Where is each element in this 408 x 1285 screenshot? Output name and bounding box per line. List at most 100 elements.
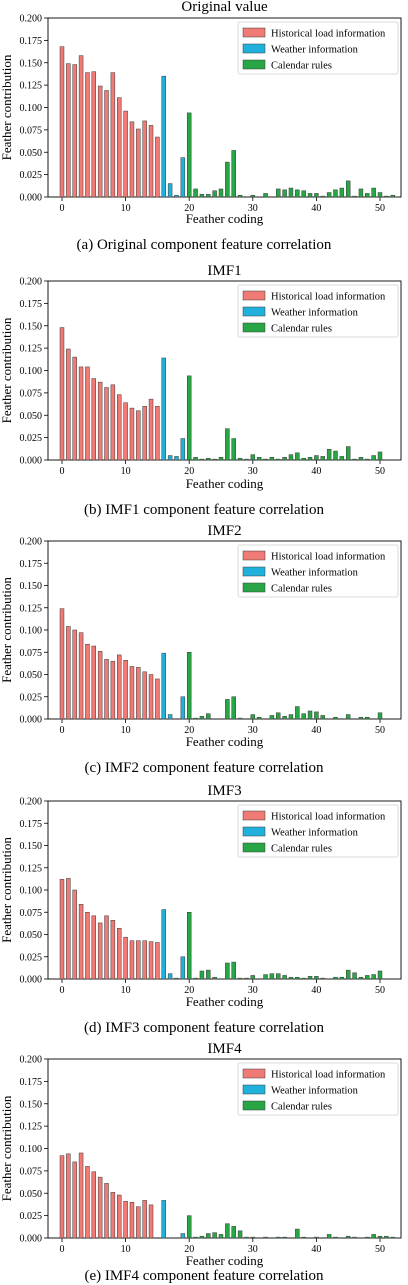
bar [365,716,370,720]
legend-box [237,1062,399,1116]
bar [352,1236,357,1239]
x-tick-label: 10 [121,725,131,736]
chart-panel-5: IMF4 0.000 0.025 0.050 0.075 0.100 0.125 0.150 0… [0,1041,402,1284]
bar [123,402,128,461]
legend: Historical load information Weather infor… [237,1062,399,1116]
bar [231,961,236,980]
bar [66,878,71,980]
legend-label: Calendar rules [271,61,332,72]
bar [225,1223,230,1239]
bar [301,1236,306,1239]
bar [199,716,205,720]
bar [206,713,211,720]
bar [212,190,217,198]
x-tick-label: 30 [248,466,258,477]
bar [193,1236,198,1239]
x-tick-label: 20 [184,725,194,736]
bar [237,977,243,980]
bar [110,72,116,198]
bar [377,712,383,720]
bar [199,970,205,980]
x-tick-label: 40 [311,985,321,996]
bar [180,1233,186,1239]
bar [180,956,186,980]
bar [352,458,357,461]
y-tick-label: 0.000 [20,715,43,726]
bar [78,903,84,980]
bar [104,387,109,461]
bar [377,1235,383,1239]
bar [301,457,306,461]
bar [390,1236,395,1239]
y-tick-label: 0.150 [20,581,43,592]
bar [225,161,230,198]
bar [206,969,211,980]
bar [110,660,116,720]
chart-title: IMF2 [207,523,241,539]
legend-label: Weather information [271,45,359,56]
bar [263,193,268,198]
bar [129,666,135,720]
bar [218,457,224,461]
bar [91,71,97,198]
bar [307,710,313,720]
x-tick-label: 0 [59,985,64,996]
bar [85,1166,90,1239]
bar [161,1200,166,1239]
bar [91,645,97,720]
bar [117,394,122,461]
bar [301,713,306,720]
bar [123,936,128,980]
bar [237,194,243,198]
bar [155,406,160,461]
x-tick-label: 30 [248,725,258,736]
bar [199,458,205,461]
y-tick-label: 0.075 [20,648,43,659]
bar [193,457,198,461]
x-tick-label: 10 [121,466,131,477]
bar [142,120,147,198]
bar [371,974,376,980]
bar [333,1236,338,1239]
bar [288,976,294,980]
legend-swatch [242,1068,266,1079]
bar [148,1204,154,1239]
chart-panel-4: IMF3 0.000 0.025 0.050 0.075 0.100 0.125 0.150 0… [0,783,402,1036]
x-tick-label: 20 [184,466,194,477]
bar [231,1226,236,1239]
y-axis-label: Feather contribution [0,577,14,683]
legend: Historical load information Weather infor… [237,21,399,75]
bar [142,1200,147,1239]
bar [333,189,338,198]
legend-label: Historical load information [271,1070,386,1081]
bar [193,188,198,198]
bar [384,195,389,198]
y-tick-label: 0.200 [20,14,43,25]
bar [167,183,173,198]
legend-swatch [242,826,266,837]
bar [212,1232,217,1239]
x-axis-label: Feather coding [186,211,264,226]
y-axis-label: Feather contribution [0,837,14,943]
chart-panel-1: Original value 0.000 0.025 0.050 0.075 0.100 0… [0,0,402,253]
bar [136,667,141,720]
y-tick-label: 0.175 [20,1077,43,1088]
bar [250,975,256,980]
bar [148,941,154,980]
x-tick-label: 0 [59,725,64,736]
panel-caption: (b) IMF1 component feature correlation [84,502,324,518]
bar [72,889,77,980]
bar [288,454,294,461]
bar [256,457,262,461]
x-tick-label: 40 [311,1244,321,1255]
bar [142,940,147,980]
y-tick-label: 0.125 [20,1122,43,1133]
bar [161,909,166,980]
bar [307,193,313,198]
legend-swatch [242,810,266,821]
bar [326,192,332,198]
bar [78,55,84,198]
bar [231,438,236,461]
bar [295,1228,300,1239]
y-tick-label: 0.025 [20,952,43,963]
